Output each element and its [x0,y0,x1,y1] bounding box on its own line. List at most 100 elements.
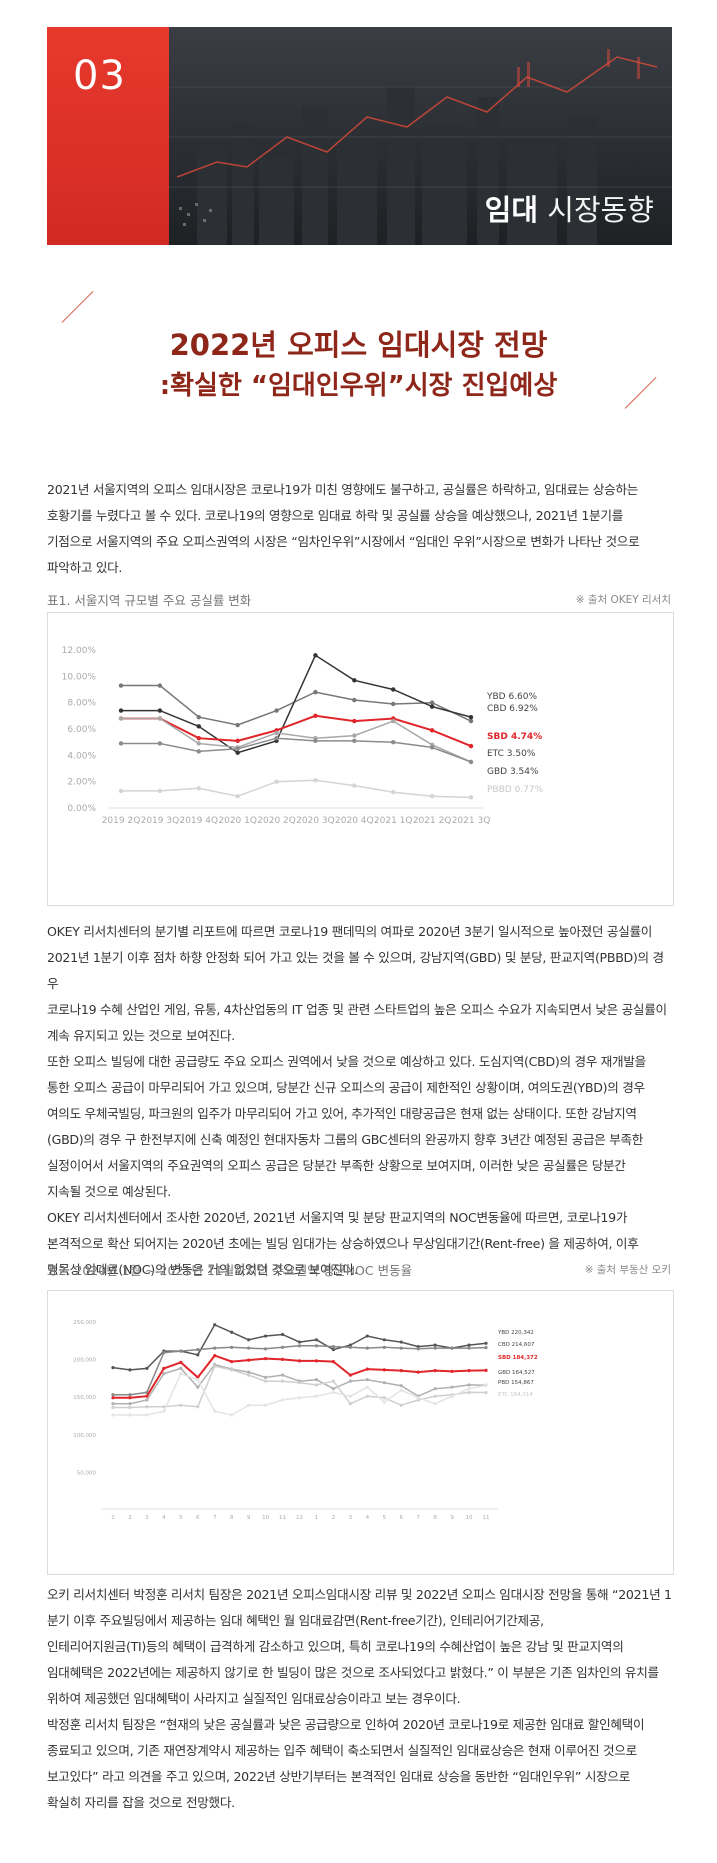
data-point [391,790,396,795]
data-point [382,1400,386,1404]
x-tick-label: 10 [466,1515,473,1521]
data-point [365,1394,369,1398]
data-point [314,1359,319,1363]
y-tick-label: 12.00% [62,646,97,656]
section-title-bold: 임대 [484,193,539,227]
data-point [280,1373,285,1377]
data-point [297,1381,302,1385]
series-label: GBD 3.54% [487,767,539,777]
data-point [118,716,124,721]
data-point [365,1367,369,1371]
data-point [179,1372,183,1376]
data-point [162,1350,166,1355]
data-point [111,1413,115,1417]
data-point [313,738,318,744]
data-point [331,1387,336,1391]
data-point [196,736,201,741]
data-point [399,1403,403,1407]
data-point [196,786,201,791]
data-point [352,718,357,724]
data-point [433,1387,437,1391]
data-point [145,1405,149,1409]
data-point [382,1368,386,1372]
data-point [331,1347,336,1352]
data-point [484,1383,488,1388]
y-tick-label: 250,000 [73,1320,96,1326]
data-point [118,708,124,713]
data-point [467,1383,471,1387]
y-tick-label: 10.00% [62,672,97,682]
series-label: YBD 220,342 [497,1330,534,1336]
data-point [399,1384,403,1388]
data-point [314,1338,319,1342]
data-point [263,1379,268,1383]
series-label: PBBD 0.77% [487,785,544,795]
data-point [196,1378,200,1382]
x-tick-label: 9 [450,1515,454,1521]
x-tick-label: 6 [196,1515,200,1521]
data-point [352,783,357,788]
data-point [196,1347,200,1352]
data-point [429,704,435,709]
data-point [365,1378,369,1382]
data-point [230,1345,234,1349]
data-point [213,1346,217,1350]
data-point [196,741,201,746]
data-point [314,1344,319,1348]
data-point [157,708,163,713]
data-point [313,653,318,658]
data-point [382,1396,386,1400]
data-point [235,750,240,755]
data-point [467,1369,471,1373]
data-point [348,1373,352,1377]
data-point [429,728,435,733]
data-point [230,1413,234,1417]
data-point [348,1343,352,1347]
x-tick-label: 2021 1Q [374,816,413,826]
analysis-paragraph: OKEY 리서치센터의 분기별 리포트에 따르면 코로나19 팬데믹의 여파로 … [47,924,667,1277]
data-point [450,1346,454,1350]
series-line-1 [121,654,472,754]
data-point [348,1394,352,1398]
data-point [179,1403,183,1407]
data-point [352,678,357,683]
data-point [416,1396,420,1400]
data-point [382,1381,386,1385]
data-point [468,795,474,800]
data-point [297,1344,302,1348]
x-tick-label: 1 [111,1515,115,1521]
data-point [352,697,357,703]
data-point [297,1396,302,1400]
intro-paragraph: 2021년 서울지역의 오피스 임대시장은 코로나19가 미친 영향에도 불구하… [47,482,640,575]
section-number: 03 [73,53,126,99]
x-tick-label: 7 [416,1515,420,1521]
data-point [247,1338,251,1342]
x-tick-label: 12 [296,1515,303,1521]
data-point [382,1345,386,1349]
series-label: CBD 6.92% [487,704,538,714]
y-tick-label: 0.00% [67,804,96,814]
data-point [145,1398,149,1402]
data-point [433,1402,437,1406]
data-point [213,1323,217,1327]
x-tick-label: 7 [213,1515,217,1521]
data-point [467,1346,471,1350]
x-tick-label: 2021 3Q [452,816,491,826]
data-point [280,1398,285,1402]
data-point [145,1394,149,1398]
x-tick-label: 4 [366,1515,370,1521]
data-point [274,708,279,713]
data-point [468,718,474,724]
data-point [274,779,279,784]
data-point [352,733,357,738]
data-point [128,1396,132,1400]
data-point [331,1379,336,1383]
data-point [118,683,124,688]
y-tick-label: 100,000 [73,1433,96,1439]
data-point [297,1340,302,1344]
data-point [247,1346,251,1350]
data-point [391,718,396,724]
data-point [111,1396,115,1400]
data-point [313,689,318,695]
